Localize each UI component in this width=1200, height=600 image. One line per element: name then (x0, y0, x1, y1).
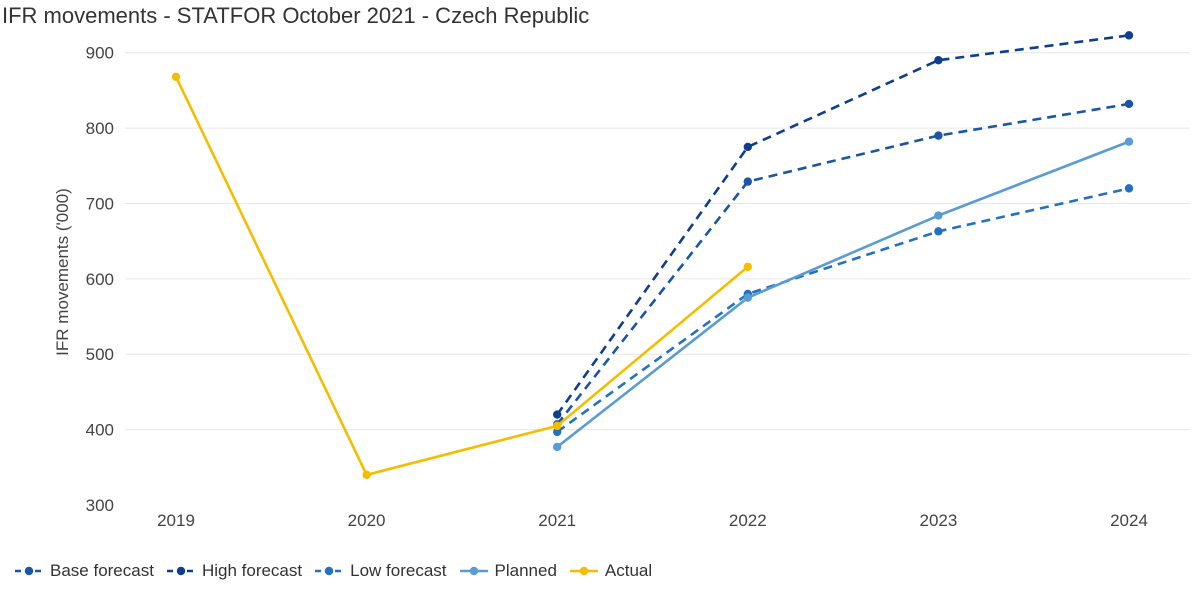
series-base-forecast (553, 99, 1134, 429)
y-tick-label: 800 (86, 119, 114, 138)
x-tick-label: 2020 (348, 511, 386, 530)
legend-swatch (315, 566, 344, 576)
legend-item: Actual (569, 561, 652, 581)
data-point (171, 72, 181, 82)
x-tick-label: 2019 (157, 511, 195, 530)
data-point (743, 262, 752, 271)
data-point (934, 56, 943, 65)
x-tick-label: 2021 (538, 511, 576, 530)
data-point (743, 293, 752, 302)
y-tick-label: 700 (86, 194, 114, 213)
legend-item: Low forecast (314, 561, 447, 581)
data-point (553, 421, 562, 431)
x-tick-label: 2022 (729, 511, 767, 530)
data-point (553, 442, 562, 452)
gridlines (125, 52, 1190, 431)
data-point (1124, 137, 1134, 146)
data-point (743, 142, 752, 152)
y-tick-label: 400 (86, 421, 114, 440)
legend-swatch (15, 566, 43, 576)
legend-item: Base forecast (14, 561, 154, 581)
series-line-planned (556, 140, 1130, 448)
legend-label: High forecast (201, 561, 303, 580)
legend-item: Planned (459, 561, 557, 581)
data-point (553, 410, 562, 419)
y-tick-label: 500 (86, 345, 114, 364)
y-tick-label: 900 (86, 44, 114, 63)
data-point (1124, 31, 1134, 40)
data-point (553, 427, 562, 437)
legend-label: Actual (604, 561, 653, 580)
x-tick-label: 2023 (919, 511, 957, 530)
data-point (934, 227, 943, 236)
series-line-low-forecast (556, 187, 1130, 433)
x-tick-labels: 2019 2020 2021 2022 2023 2024 (157, 511, 1148, 530)
series-actual (171, 72, 752, 480)
series-planned (553, 137, 1134, 452)
y-tick-label: 300 (86, 496, 114, 515)
series-line-base-forecast (556, 102, 1130, 426)
data-point (934, 131, 943, 140)
chart-title: IFR movements - STATFOR October 2021 - C… (2, 3, 590, 28)
legend-swatch (166, 566, 195, 576)
data-point (743, 177, 752, 186)
legend-swatch (569, 566, 598, 576)
legend-item: High forecast (166, 561, 302, 581)
series-line-high-forecast (556, 34, 1130, 416)
series-high-forecast (553, 31, 1134, 419)
y-tick-labels: 300 400 500 600 700 800 900 (86, 44, 114, 515)
data-point (362, 470, 371, 480)
data-point (1124, 99, 1134, 109)
x-tick-label: 2024 (1110, 511, 1148, 530)
legend-label: Planned (494, 561, 557, 580)
data-point (934, 211, 943, 220)
legend-label: Base forecast (50, 561, 154, 580)
y-tick-label: 600 (86, 270, 114, 289)
legend-label: Low forecast (350, 561, 447, 580)
legend: Base forecast High forecast Low forecast Pl… (14, 561, 664, 581)
series-lines (171, 31, 1134, 480)
data-point (1124, 184, 1134, 193)
legend-swatch (459, 566, 488, 576)
series-low-forecast (553, 184, 1134, 437)
series-line-actual (174, 76, 749, 477)
